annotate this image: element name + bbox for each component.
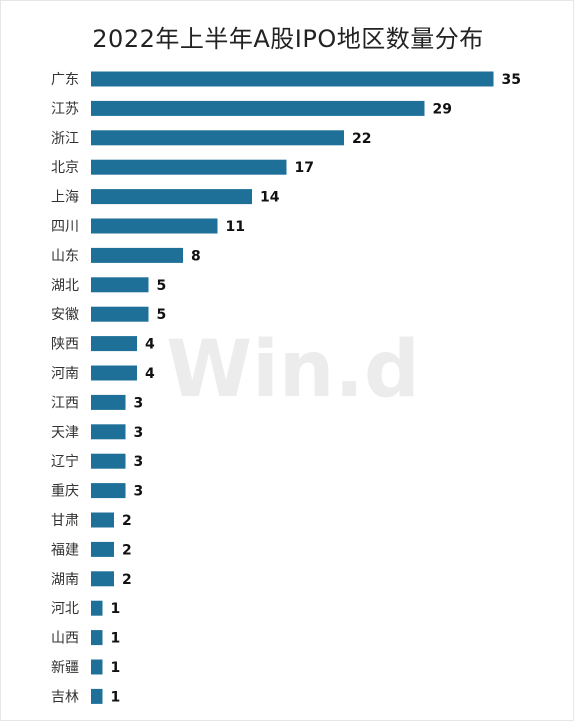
value-label: 2: [122, 572, 132, 588]
bar: [91, 159, 287, 175]
value-label: 22: [352, 131, 371, 147]
category-label: 吉林: [51, 689, 79, 705]
category-label: 四川: [51, 219, 79, 235]
category-label: 辽宁: [51, 453, 79, 470]
value-label: 1: [111, 689, 121, 705]
bar: [91, 688, 103, 704]
bar: [91, 100, 425, 116]
bar: [91, 394, 126, 410]
bar: [91, 424, 126, 440]
value-label: 3: [134, 454, 144, 470]
value-label: 5: [157, 278, 167, 294]
category-label: 湖北: [51, 278, 79, 294]
category-label: 天津: [51, 425, 79, 441]
category-label: 山东: [51, 248, 79, 264]
value-label: 29: [433, 101, 452, 117]
category-label: 湖南: [51, 572, 79, 588]
bar: [91, 130, 344, 146]
value-label: 3: [134, 395, 144, 411]
bar: [91, 571, 114, 587]
bar: [91, 218, 218, 234]
value-label: 8: [191, 248, 201, 264]
bar: [91, 541, 114, 557]
value-label: 35: [502, 72, 521, 88]
value-label: 5: [157, 307, 167, 323]
value-label: 3: [134, 425, 144, 441]
value-label: 1: [111, 631, 121, 647]
value-label: 4: [145, 366, 155, 382]
bar: [91, 453, 126, 469]
bar: [91, 71, 494, 87]
category-label: 北京: [51, 160, 79, 176]
bar: [91, 630, 103, 646]
category-label: 浙江: [51, 131, 79, 147]
category-label: 江西: [51, 395, 79, 411]
bar: [91, 600, 103, 616]
bar: [91, 512, 114, 528]
category-label: 安徽: [51, 307, 79, 323]
bar: [91, 483, 126, 499]
bar: [91, 306, 149, 322]
value-label: 17: [295, 160, 314, 176]
value-label: 11: [226, 219, 245, 235]
value-label: 1: [111, 660, 121, 676]
category-label: 江苏: [51, 101, 79, 117]
bar: [91, 277, 149, 293]
bar: [91, 365, 137, 381]
bar: [91, 659, 103, 675]
category-label: 广东: [51, 72, 79, 88]
bar: [91, 247, 183, 263]
category-label: 甘肃: [51, 513, 79, 529]
bar: [91, 336, 137, 352]
category-label: 河南: [51, 366, 79, 382]
watermark-text: Win.d: [166, 325, 420, 415]
category-label: 新疆: [51, 660, 79, 676]
value-label: 14: [260, 190, 280, 206]
value-label: 2: [122, 542, 132, 558]
category-label: 重庆: [51, 484, 79, 500]
category-label: 河北: [51, 601, 79, 617]
value-label: 1: [111, 601, 121, 617]
value-label: 4: [145, 337, 155, 353]
category-label: 山西: [51, 631, 79, 647]
bar: [91, 189, 252, 205]
value-label: 2: [122, 513, 132, 529]
value-label: 3: [134, 484, 144, 500]
chart-title: 2022年上半年A股IPO地区数量分布: [92, 25, 484, 53]
category-label: 上海: [51, 190, 79, 206]
category-label: 福建: [51, 542, 79, 558]
category-label: 陕西: [51, 337, 79, 353]
